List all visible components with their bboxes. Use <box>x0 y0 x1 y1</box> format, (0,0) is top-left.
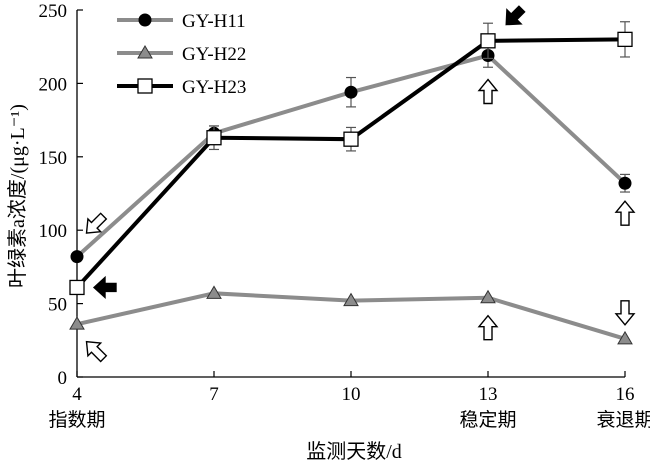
data-point-gy-h11 <box>70 250 84 264</box>
x-tick-label: 13 <box>479 384 498 405</box>
y-tick-label: 150 <box>39 148 68 169</box>
legend: GY-H11 GY-H22 GY-H23 <box>117 11 246 98</box>
x-tick-label: 10 <box>342 384 361 405</box>
hollow-arrow-icon <box>614 300 636 326</box>
arrow-shape <box>85 340 108 363</box>
hollow-arrow-icon <box>85 212 108 234</box>
y-axis-label: 叶绿素a浓度/(μg·L⁻¹) <box>6 104 29 288</box>
x-tick-label: 7 <box>209 384 219 405</box>
y-tick-label: 50 <box>48 295 67 316</box>
arrow-shape <box>505 5 526 26</box>
legend-entry-gy-h22: GY-H22 <box>117 44 246 65</box>
data-point-gy-h22 <box>69 316 85 330</box>
tick-labels: 0 50 100 150 200 250 4 7 10 13 16 指数期 稳定期 衰退期 <box>39 1 650 431</box>
x-tick-label: 16 <box>616 384 635 405</box>
series-gy-h11 <box>70 43 632 264</box>
arrow-shape <box>477 78 499 105</box>
legend-label: GY-H23 <box>182 77 246 98</box>
y-tick-label: 200 <box>39 74 68 95</box>
arrow-shape <box>477 314 499 341</box>
data-point-gy-h22 <box>617 330 633 345</box>
series-layer <box>69 21 633 345</box>
data-point-gy-h23 <box>343 131 359 147</box>
axes <box>76 9 626 378</box>
solid-arrow-icon <box>505 5 526 26</box>
legend-entry-gy-h23: GY-H23 <box>117 77 246 98</box>
data-point-gy-h23 <box>69 279 85 296</box>
y-tick-label: 0 <box>58 368 68 389</box>
arrow-shape <box>614 200 636 226</box>
x-phase-label: 指数期 <box>48 409 105 431</box>
data-point-gy-h22 <box>343 292 359 307</box>
solid-arrow-icon <box>92 275 117 300</box>
data-point-gy-h23 <box>480 33 496 49</box>
data-point-gy-h23 <box>206 130 222 146</box>
legend-marker <box>137 78 153 94</box>
annotation-layer <box>85 5 636 363</box>
arrow-shape <box>92 275 117 300</box>
hollow-arrow-icon <box>614 200 636 226</box>
arrow-shape <box>85 212 108 234</box>
legend-entry-gy-h11: GY-H11 <box>117 11 246 32</box>
hollow-arrow-icon <box>477 78 499 105</box>
data-point-gy-h11 <box>344 85 358 99</box>
legend-label: GY-H22 <box>182 44 246 65</box>
series-gy-h22 <box>69 285 633 345</box>
hollow-arrow-icon <box>477 314 499 341</box>
x-axis-label: 监测天数/d <box>306 440 402 463</box>
data-point-gy-h22 <box>480 289 496 304</box>
series-gy-h23 <box>69 21 633 296</box>
data-point-gy-h22 <box>206 285 222 299</box>
x-phase-label: 衰退期 <box>596 409 650 431</box>
series-line-gy-h23 <box>75 37 626 289</box>
y-tick-label: 250 <box>39 1 68 22</box>
data-point-gy-h11 <box>618 176 632 190</box>
arrow-shape <box>614 300 636 326</box>
x-phase-label: 稳定期 <box>459 409 516 431</box>
data-point-gy-h23 <box>617 31 633 48</box>
hollow-arrow-icon <box>85 340 108 363</box>
legend-marker <box>138 13 152 27</box>
legend-label: GY-H11 <box>182 11 246 32</box>
x-tick-label: 4 <box>72 384 82 405</box>
legend-marker <box>137 45 153 59</box>
y-tick-label: 100 <box>39 221 68 242</box>
